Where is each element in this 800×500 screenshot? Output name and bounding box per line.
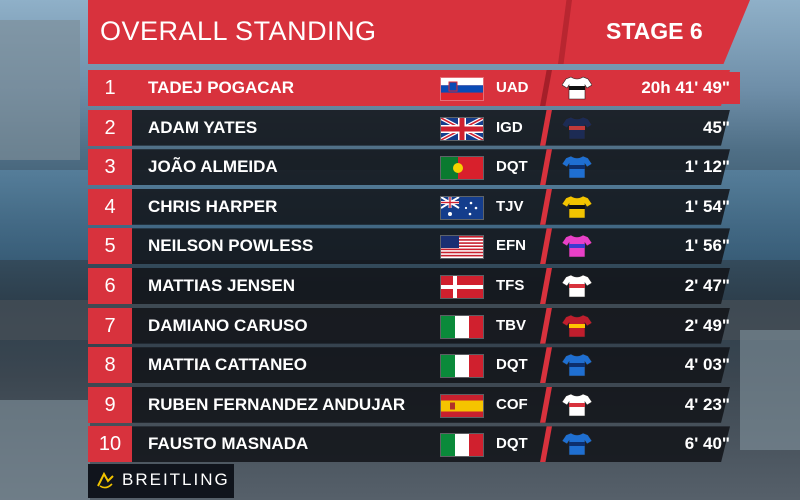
row-bar — [132, 188, 730, 225]
team-jersey-icon — [561, 116, 593, 140]
time-gap: 6' 40" — [684, 434, 730, 454]
background-building — [740, 330, 800, 450]
time-gap: 4' 23" — [684, 394, 730, 414]
rider-name: TADEJ POGACAR — [148, 78, 295, 97]
standings-row: 4 CHRIS HARPER TJV 1' 54" — [88, 188, 742, 225]
team-code: EFN — [496, 237, 526, 255]
time-gap: 1' 54" — [684, 196, 730, 216]
row-bar — [132, 307, 730, 344]
time-gap: 1' 12" — [684, 157, 730, 177]
standings-header — [88, 0, 750, 64]
time-gap: 2' 49" — [684, 315, 730, 335]
spain-flag — [440, 393, 484, 418]
team-jersey-icon — [561, 76, 593, 100]
rider-name: JOÃO ALMEIDA — [148, 157, 278, 177]
slovenia-flag — [440, 77, 484, 101]
team-jersey-icon — [561, 393, 593, 417]
row-bar — [132, 268, 730, 304]
position-number: 5 — [88, 228, 132, 265]
position-number: 4 — [88, 188, 132, 225]
standings-row: 10 FAUSTO MASNADA DQT 6' 40" — [88, 426, 742, 463]
team-code: TBV — [496, 316, 526, 334]
standings-row: 2 ADAM YATES IGD 45" — [88, 109, 742, 146]
team-jersey-icon — [561, 314, 593, 338]
team-code: IGD — [496, 118, 523, 136]
standings-row: 9 RUBEN FERNANDEZ ANDUJAR COF 4' 23" — [88, 386, 742, 423]
team-jersey-icon — [561, 195, 593, 219]
australia-flag — [440, 195, 484, 220]
row-bar — [132, 426, 730, 463]
team-code: UAD — [496, 79, 529, 96]
leader-time-box — [600, 72, 740, 104]
usa-flag — [440, 235, 484, 260]
time-gap: 20h 41' 49" — [641, 78, 730, 97]
team-code: DQT — [496, 356, 528, 374]
time-gap: 45" — [703, 117, 730, 137]
page-title: OVERALL STANDING — [100, 16, 377, 46]
position-number: 10 — [88, 426, 132, 463]
position-number: 6 — [88, 268, 132, 304]
row-bar — [132, 149, 730, 186]
italy-flag — [440, 354, 484, 379]
portugal-flag — [440, 156, 484, 181]
standings-row: 3 JOÃO ALMEIDA DQT 1' 12" — [88, 149, 742, 186]
row-bar — [132, 109, 730, 146]
team-code: DQT — [496, 435, 528, 453]
position-number: 2 — [88, 109, 132, 146]
position-number: 1 — [88, 70, 132, 106]
uk-flag — [440, 116, 484, 141]
background-building — [0, 20, 80, 160]
team-code: TFS — [496, 277, 525, 294]
time-gap: 2' 47" — [684, 276, 730, 295]
sponsor-text: BREITLING — [122, 470, 230, 489]
team-code: COF — [496, 395, 528, 413]
rider-name: FAUSTO MASNADA — [148, 434, 309, 454]
team-jersey-icon — [561, 432, 593, 456]
rider-name: CHRIS HARPER — [148, 196, 278, 216]
rider-name: NEILSON POWLESS — [148, 236, 314, 256]
background-building — [0, 400, 90, 500]
standings-row: 6 MATTIAS JENSEN TFS 2' 47" — [88, 268, 742, 304]
standings-row: 5 NEILSON POWLESS EFN 1' 56" — [88, 228, 742, 265]
team-jersey-icon — [561, 155, 593, 179]
team-jersey-icon — [561, 353, 593, 377]
breitling-logo-icon — [97, 472, 114, 489]
standings-row: 7 DAMIANO CARUSO TBV 2' 49" — [88, 307, 742, 344]
team-code: TJV — [496, 197, 524, 215]
team-jersey-icon — [561, 234, 593, 258]
italy-flag — [440, 314, 484, 339]
row-bar — [132, 386, 730, 423]
position-number: 9 — [88, 386, 132, 423]
team-code: DQT — [496, 158, 528, 176]
position-number: 7 — [88, 307, 132, 344]
sponsor-banner: BREITLING — [88, 464, 234, 498]
time-gap: 1' 56" — [684, 236, 730, 256]
position-number: 3 — [88, 149, 132, 186]
row-bar — [132, 228, 730, 265]
denmark-flag — [440, 275, 484, 299]
stage-label: STAGE 6 — [606, 18, 703, 44]
italy-flag — [440, 433, 484, 458]
rider-name: RUBEN FERNANDEZ ANDUJAR — [148, 394, 406, 414]
rider-name: ADAM YATES — [148, 117, 258, 137]
position-number: 8 — [88, 347, 132, 384]
standings-row: 1 TADEJ POGACAR UAD 20h 41' 49" — [88, 70, 742, 106]
standings-row: 8 MATTIA CATTANEO DQT 4' 03" — [88, 347, 742, 384]
team-jersey-icon — [561, 274, 593, 298]
rider-name: MATTIAS JENSEN — [148, 276, 296, 295]
row-bar — [132, 347, 730, 384]
rider-name: DAMIANO CARUSO — [148, 315, 308, 335]
time-gap: 4' 03" — [684, 355, 730, 375]
rider-name: MATTIA CATTANEO — [148, 355, 307, 375]
